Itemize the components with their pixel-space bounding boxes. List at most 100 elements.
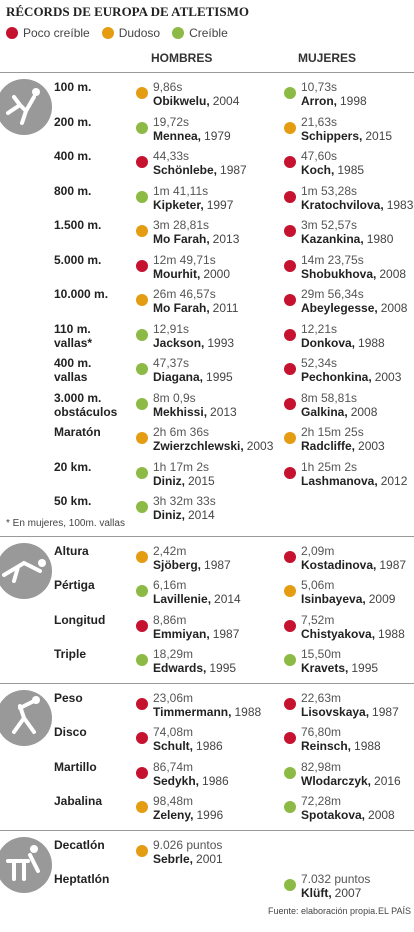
athlete: Spotakova, (301, 808, 366, 822)
rating-dot (136, 654, 148, 666)
year: 1998 (340, 94, 367, 108)
rating-dot (284, 432, 296, 444)
record-cell: 44,33s Schönlebe, 1987 (136, 149, 247, 177)
year: 1980 (366, 232, 394, 246)
year: 1987 (379, 557, 407, 572)
athlete: Diniz, (153, 473, 185, 488)
record: 72,28m (301, 794, 342, 808)
legend-dot (172, 27, 185, 39)
record: 82,98m (301, 759, 342, 774)
record-cell: 8m 0,9s Mekhissi, 2013 (136, 391, 237, 419)
record-row: 50 km. 3h 32m 33s Diniz, 2014 (0, 491, 414, 526)
holder: Diagana, 1995 (153, 370, 233, 384)
rating-dot (284, 259, 296, 272)
holder: Diniz, 2015 (153, 474, 215, 488)
record-text: 8,86m Emmiyan, 1987 (153, 613, 239, 641)
athlete: Timmermann, (153, 704, 232, 719)
record-cell: 72,28m Spotakova, 2008 (284, 794, 395, 822)
year: 1993 (207, 335, 235, 350)
record: 1h 25m 2s (301, 459, 358, 474)
event: 50 km. (54, 494, 92, 508)
record-text: 23,06m Timmermann, 1988 (153, 691, 261, 719)
record-cell: 19,72s Mennea, 1979 (136, 115, 231, 143)
record-cell: 29m 56,34s Abeylegesse, 2008 (284, 287, 407, 315)
record-cell: 52,34s Pechonkina, 2003 (284, 356, 401, 384)
athlete: Sebrle, (153, 851, 194, 866)
event: Martillo (54, 759, 97, 774)
record-cell: 12,91s Jackson, 1993 (136, 322, 234, 350)
record-cell: 47,60s Koch, 1985 (284, 149, 364, 177)
rating-dot (284, 121, 296, 134)
record-row: 800 m. 1m 41,11s Kipketer, 1997 1m 53,28s Kra… (0, 181, 414, 216)
record-text: 5,06m Isinbayeva, 2009 (301, 578, 395, 606)
rating-dot (284, 397, 296, 410)
record-cell: 5,06m Isinbayeva, 2009 (284, 578, 395, 606)
athlete: Abeylegesse, (301, 301, 378, 315)
record: 12,91s (153, 321, 190, 336)
year: 2011 (212, 301, 239, 315)
athlete: Zwierzchlewski, (153, 439, 244, 453)
record-text: 12m 49,71s Mourhit, 2000 (153, 253, 230, 281)
record-row: 20 km. 1h 17m 2s Diniz, 2015 1h 25m 2s Lashma… (0, 457, 414, 492)
year: 2013 (212, 232, 240, 246)
athlete: Donkova, (301, 335, 356, 350)
record-text: 3m 28,81s Mo Farah, 2013 (153, 218, 239, 246)
record: 1h 17m 2s (153, 459, 210, 474)
record: 19,72s (153, 114, 190, 129)
record: 2,09m (301, 543, 335, 558)
table: 100 m. 9,86s Obikwelu, 2004 10,73s Arron, 1998… (0, 72, 414, 908)
event: 1.500 m. (54, 218, 102, 232)
year: 1979 (204, 128, 231, 143)
year: 2016 (374, 773, 401, 788)
record-cell: 98,48m Zeleny, 1996 (136, 794, 223, 822)
record: 2,42m (153, 543, 187, 558)
holder: Radcliffe, 2003 (301, 439, 385, 453)
year: 2012 (380, 473, 408, 488)
event: 3.000 m. obstáculos (54, 390, 118, 419)
record-text: 2,42m Sjöberg, 1987 (153, 544, 231, 572)
record-text: 1m 53,28s Kratochvilova, 1983 (301, 184, 413, 212)
holder: Mo Farah, 2011 (153, 301, 238, 315)
record: 7.032 puntos (301, 872, 371, 886)
event: 800 m. (54, 183, 92, 198)
rating-dot (284, 190, 296, 203)
sport-icon (0, 689, 52, 746)
record: 22,63m (301, 690, 342, 705)
year: 1996 (196, 808, 224, 822)
holder: Diniz, 2014 (153, 508, 216, 522)
record-text: 18,29m Edwards, 1995 (153, 647, 236, 675)
record-cell: 1m 53,28s Kratochvilova, 1983 (284, 184, 413, 212)
athlete: Lisovskaya, (301, 704, 370, 719)
holder: Pechonkina, 2003 (301, 370, 401, 384)
record-text: 8m 0,9s Mekhissi, 2013 (153, 391, 237, 419)
holder: Mekhissi, 2013 (153, 405, 237, 419)
holder: Koch, 1985 (301, 163, 364, 177)
legend-label: Dudoso (118, 26, 161, 40)
athlete: Diagana, (153, 370, 204, 384)
event: 200 m. (54, 114, 92, 129)
rating-dot (284, 732, 296, 744)
year: 1995 (209, 661, 237, 675)
legend: Poco creíble Dudoso Creíble (6, 26, 228, 40)
year: 1986 (202, 773, 229, 788)
record-text: 14m 23,75s Shobukhova, 2008 (301, 253, 406, 281)
athlete: Zeleny, (153, 808, 194, 822)
rating-dot (284, 619, 296, 632)
rating-dot (284, 87, 296, 99)
record-cell: 9.026 puntos Sebrle, 2001 (136, 838, 223, 866)
event: Heptatlón (54, 872, 110, 886)
rating-dot (136, 466, 148, 479)
record: 8,86m (153, 612, 187, 627)
record-row: 200 m. 19,72s Mennea, 1979 21,63s Schippers, 2… (0, 112, 414, 147)
year: 2013 (210, 404, 237, 419)
record-cell: 47,37s Diagana, 1995 (136, 356, 233, 384)
record-text: 3h 32m 33s Diniz, 2014 (153, 494, 216, 522)
rating-dot (136, 190, 148, 203)
holder: Schult, 1986 (153, 739, 223, 753)
record-text: 15,50m Kravets, 1995 (301, 647, 378, 675)
record-row: Peso 23,06m Timmermann, 1988 22,63m Lisovskay… (0, 688, 414, 723)
athlete: Galkina, (301, 404, 348, 419)
record-cell: 2h 6m 36s Zwierzchlewski, 2003 (136, 425, 273, 453)
record: 47,37s (153, 356, 190, 370)
record-row: 110 m. vallas* 12,91s Jackson, 1993 12,21s Do… (0, 319, 414, 354)
